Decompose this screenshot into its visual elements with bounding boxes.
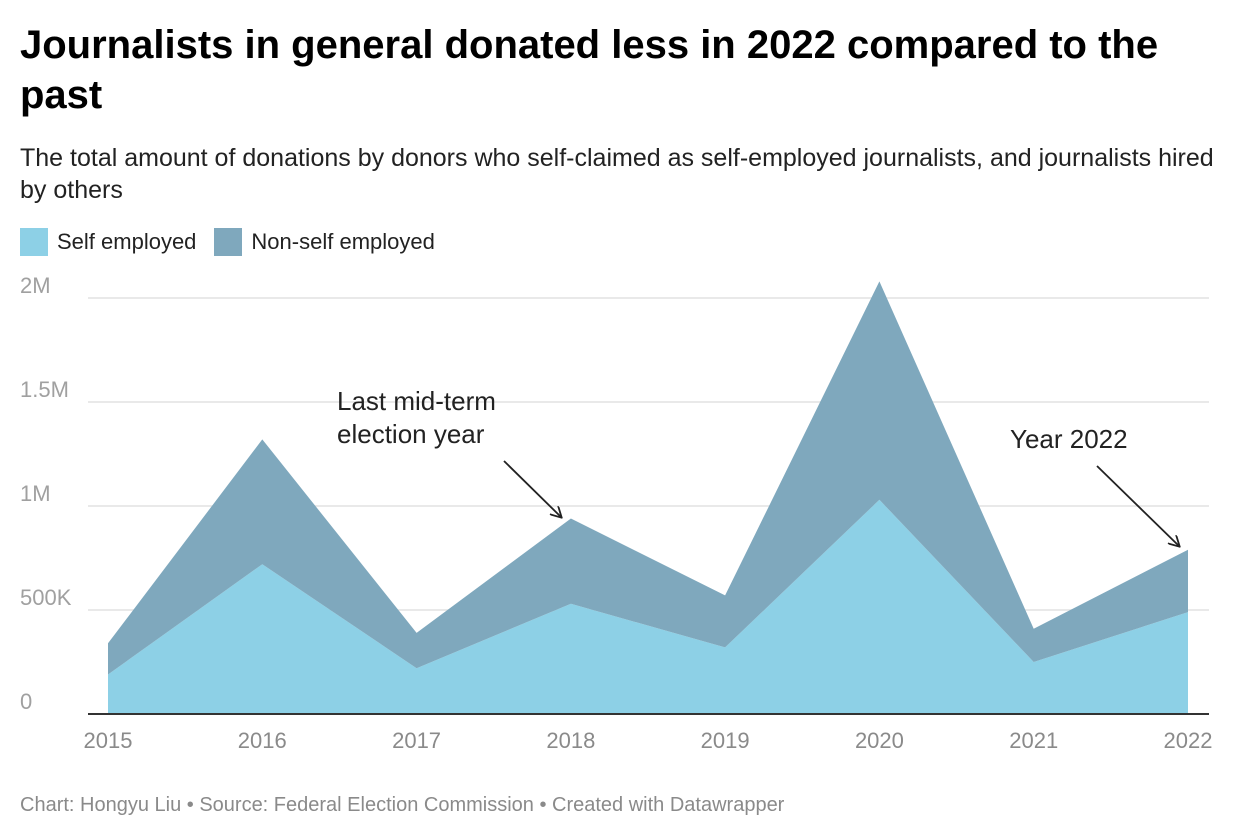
chart-title: Journalists in general donated less in 2…: [20, 23, 1159, 117]
x-tick-label: 2019: [701, 728, 750, 753]
legend-item-self-employed: Self employed: [20, 228, 196, 256]
x-tick-label: 2015: [84, 728, 133, 753]
x-tick-label: 2016: [238, 728, 287, 753]
chart-footer: Chart: Hongyu Liu • Source: Federal Elec…: [20, 794, 785, 816]
y-tick-label: 2M: [20, 273, 51, 298]
x-tick-label: 2022: [1164, 728, 1213, 753]
x-tick-label: 2018: [546, 728, 595, 753]
legend: Self employed Non-self employed: [20, 228, 453, 256]
annotation-text: Year 2022: [1010, 424, 1128, 454]
legend-label-self-employed: Self employed: [57, 229, 197, 254]
area-self-employed: [108, 499, 1188, 714]
area-non-self-employed: [108, 281, 1188, 675]
legend-swatch-non-self-employed: [214, 228, 243, 256]
x-tick-label: 2020: [855, 728, 904, 753]
chart-subtitle: The total amount of donations by donors …: [20, 144, 1214, 204]
y-tick-label: 1.5M: [20, 377, 69, 402]
legend-swatch-self-employed: [20, 228, 48, 256]
annotation-arrow: [503, 460, 561, 517]
y-tick-label: 500K: [20, 585, 72, 610]
y-tick-label: 0: [20, 689, 32, 714]
y-tick-label: 1M: [20, 481, 51, 506]
x-tick-label: 2017: [392, 728, 441, 753]
annotation-arrow: [1096, 465, 1179, 546]
legend-item-non-self-employed: Non-self employed: [214, 228, 435, 256]
annotation-text: Last mid-term: [337, 386, 496, 416]
annotation-text: election year: [337, 419, 485, 449]
x-tick-label: 2021: [1009, 728, 1058, 753]
legend-label-non-self-employed: Non-self employed: [251, 229, 435, 254]
area-chart: 0 500K 1M 1.5M 2M 2015 2016 2017 2018 2019 2020 202…: [20, 273, 1213, 753]
